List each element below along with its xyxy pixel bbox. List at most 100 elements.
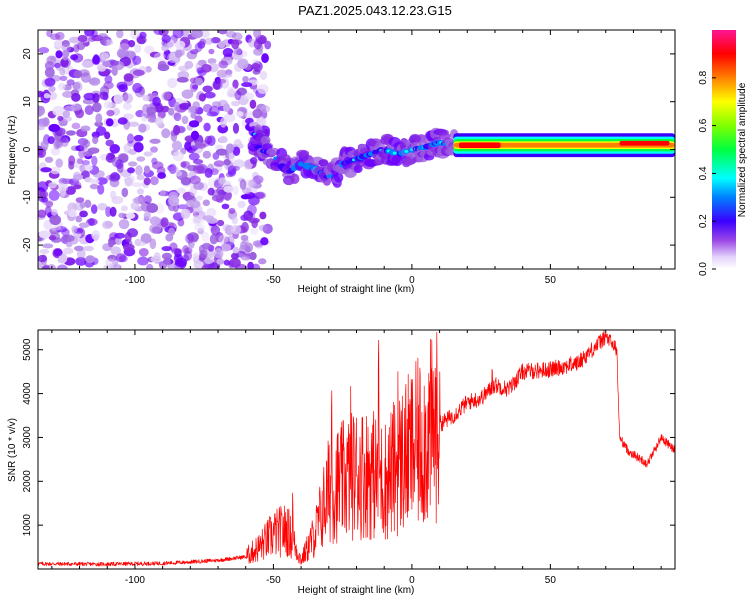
noise-blob: [175, 257, 187, 268]
noise-blob: [204, 37, 214, 45]
noise-blob: [218, 60, 229, 69]
noise-blob: [79, 143, 88, 152]
noise-blob: [77, 34, 88, 43]
noise-blob: [91, 230, 101, 241]
noise-blob: [108, 173, 116, 182]
noise-blob: [127, 161, 138, 167]
noise-blob: [252, 108, 263, 119]
noise-blob: [215, 148, 228, 156]
noise-blob: [187, 105, 196, 114]
noise-blob: [234, 90, 242, 101]
y-tick-label: 3000: [22, 426, 33, 449]
noise-blob: [145, 263, 154, 269]
noise-blob: [123, 143, 132, 154]
noise-blob: [240, 194, 251, 200]
noise-blob: [85, 255, 96, 264]
noise-blob: [79, 201, 86, 209]
noise-blob: [133, 142, 144, 153]
noise-blob: [143, 177, 151, 186]
noise-blob: [97, 184, 105, 195]
x-tick-label: -100: [125, 275, 145, 286]
spectrogram-y-label: Frequency (Hz): [7, 116, 18, 185]
noise-blob: [161, 252, 172, 260]
noise-blob: [109, 190, 117, 200]
noise-blob: [95, 126, 107, 136]
noise-blob: [140, 233, 152, 244]
noise-blob: [92, 102, 102, 113]
noise-blob: [102, 220, 113, 230]
noise-blob: [215, 144, 224, 150]
noise-blob: [240, 255, 252, 261]
noise-blob: [174, 49, 183, 59]
noise-blob: [250, 157, 258, 165]
colorbar-tick-label: 0.2: [698, 214, 709, 228]
noise-blob: [143, 195, 152, 205]
noise-blob: [80, 125, 91, 132]
noise-blob: [189, 77, 197, 84]
noise-blob: [229, 257, 241, 268]
noise-blob: [176, 187, 186, 194]
noise-blob: [124, 177, 133, 187]
noise-blob: [216, 219, 225, 227]
noise-blob: [118, 43, 130, 50]
noise-blob: [149, 51, 161, 58]
snr-x-label: Height of straight line (km): [298, 585, 415, 596]
noise-blob: [172, 151, 184, 162]
noise-blob: [104, 75, 113, 84]
noise-blob: [181, 115, 189, 125]
x-tick-label: 0: [409, 575, 415, 586]
noise-blob: [208, 48, 215, 55]
noise-blob: [249, 251, 257, 261]
ridge-halo: [290, 173, 300, 185]
noise-blob: [204, 135, 213, 145]
noise-blob: [66, 79, 75, 86]
noise-blob: [167, 77, 178, 89]
noise-blob: [113, 93, 124, 105]
noise-blob: [227, 165, 237, 175]
noise-blob: [232, 246, 239, 254]
noise-blob: [168, 227, 176, 236]
noise-blob: [62, 234, 75, 243]
noise-blob: [141, 111, 148, 122]
noise-blob: [84, 199, 92, 208]
noise-blob: [218, 135, 228, 144]
noise-blob: [105, 118, 114, 127]
noise-blob: [81, 159, 90, 166]
noise-blob: [38, 123, 46, 131]
noise-blob: [79, 164, 86, 173]
noise-blob: [138, 123, 147, 133]
noise-blob: [59, 75, 68, 82]
noise-blob: [233, 47, 242, 56]
spectrogram-x-label: Height of straight line (km): [298, 284, 415, 295]
noise-blob: [138, 247, 149, 257]
noise-blob: [227, 235, 235, 246]
noise-blob: [150, 146, 158, 153]
noise-blob: [106, 109, 115, 117]
noise-blob: [182, 245, 190, 254]
noise-blob: [221, 203, 230, 210]
spectrogram-y-axis: -20 -10 0 10 20: [22, 48, 675, 252]
noise-blob: [239, 178, 247, 190]
noise-blob: [222, 47, 234, 58]
y-tick-label: -10: [22, 190, 33, 205]
noise-blob: [192, 163, 205, 175]
noise-blob: [251, 263, 261, 269]
noise-blob: [161, 128, 171, 139]
noise-blob: [154, 116, 164, 127]
noise-blob: [38, 209, 47, 218]
noise-blob: [75, 145, 85, 152]
noise-blob: [73, 70, 83, 79]
noise-blob: [210, 37, 221, 44]
noise-blob: [168, 195, 180, 207]
noise-blob: [216, 78, 227, 84]
noise-blob: [132, 55, 142, 66]
noise-blob: [161, 44, 169, 52]
noise-blob: [195, 77, 203, 86]
noise-blob: [55, 226, 68, 233]
noise-blob: [38, 181, 49, 192]
noise-blob: [97, 65, 107, 72]
noise-blob: [91, 155, 98, 166]
noise-blob: [126, 133, 134, 144]
noise-blob: [206, 217, 218, 224]
noise-blob: [189, 49, 199, 55]
